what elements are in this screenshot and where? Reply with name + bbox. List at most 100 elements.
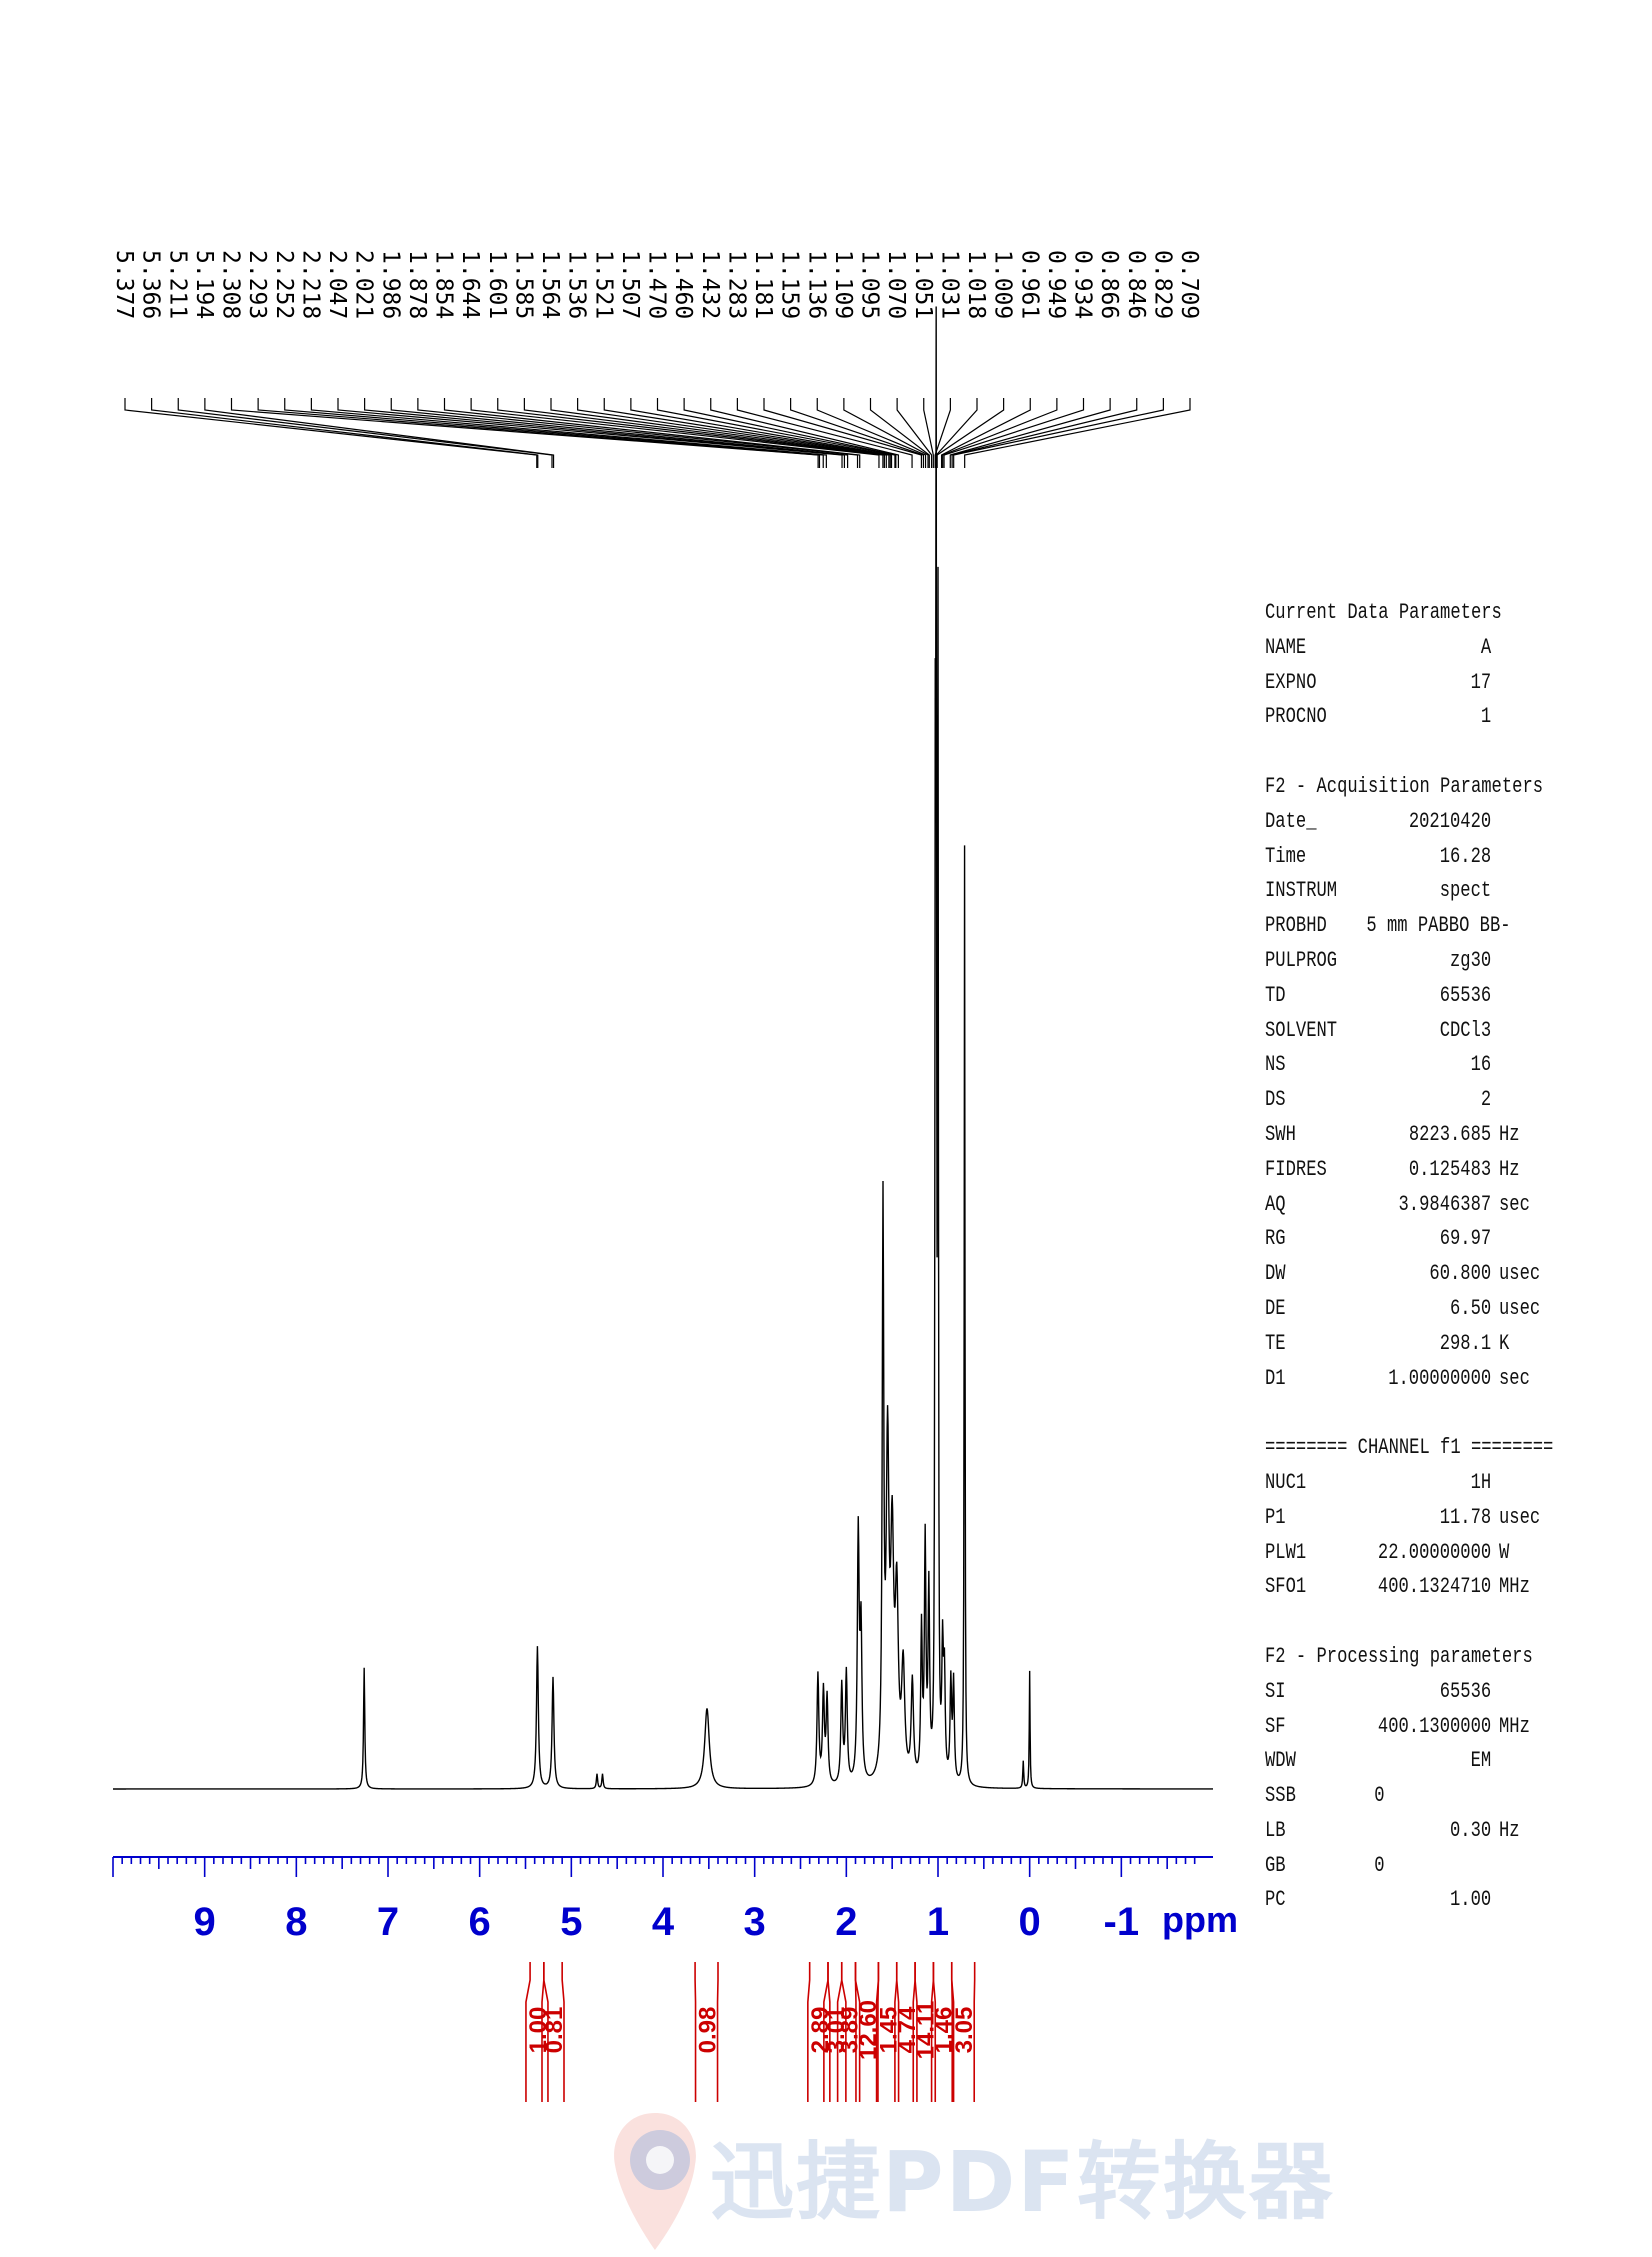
peak-shift-label: 1.460 <box>670 250 696 319</box>
param-row: DW 60.800 usec <box>1265 1257 1561 1292</box>
param-name: SSB <box>1265 1783 1296 1809</box>
param-row: PULPROG zg30 <box>1265 944 1561 979</box>
param-value: 65536 <box>1439 982 1492 1008</box>
param-row: PC 1.00 <box>1265 1883 1561 1918</box>
peak-shift-label: 1.601 <box>484 250 510 319</box>
integral-value-label: 2.89 <box>807 2007 834 2054</box>
integral-value-label: 3.05 <box>951 2007 978 2054</box>
param-row: SOLVENT CDCl3 <box>1265 1014 1561 1049</box>
param-value: 400.1300000 <box>1377 1713 1492 1739</box>
x-axis-tick-labels: 9 8 7 6 5 4 3 2 1 0 -1 <box>194 1900 1140 1944</box>
peak-shift-label: 5.194 <box>191 250 217 319</box>
peak-leader-line <box>417 398 859 468</box>
param-row: SFO1 400.1324710 MHz <box>1265 1570 1561 1605</box>
param-value: 400.1324710 <box>1377 1574 1492 1600</box>
peak-leader-line <box>204 398 555 468</box>
param-section-header: Current Data Parameters <box>1265 600 1502 625</box>
peak-leader-line <box>683 398 897 468</box>
peak-shift-label: 1.585 <box>510 250 536 319</box>
param-name: PC <box>1265 1887 1286 1913</box>
peak-shift-label: 5.377 <box>111 250 137 319</box>
peak-leader-line <box>523 398 885 468</box>
peak-shift-label: 2.308 <box>218 250 244 319</box>
integral-value-label: 1.45 <box>876 2007 903 2054</box>
x-tick-label: 5 <box>560 1900 582 1944</box>
param-row: NAME A <box>1265 631 1561 666</box>
param-row: P1 11.78 usec <box>1265 1501 1561 1536</box>
peak-leader-line <box>943 398 1085 468</box>
param-value: CDCl3 <box>1439 1017 1492 1043</box>
param-row: TE 298.1 K <box>1265 1327 1561 1362</box>
param-name: PROBHD <box>1265 913 1327 939</box>
peak-shift-label: 1.644 <box>457 250 483 319</box>
param-name: GB <box>1265 1852 1286 1878</box>
param-unit: usec <box>1499 1504 1541 1530</box>
peak-shift-label: 1.564 <box>537 250 563 319</box>
peak-leader-line <box>953 398 1164 468</box>
integral-value-label: 3.89 <box>837 2007 864 2054</box>
peak-shift-label: 0.866 <box>1096 250 1122 319</box>
param-value: 0.30 <box>1450 1817 1492 1843</box>
param-name: Date_ <box>1265 808 1317 834</box>
param-name: SI <box>1265 1678 1286 1704</box>
x-axis-unit-label: ppm <box>1162 1899 1238 1940</box>
param-value: 11.78 <box>1439 1504 1492 1530</box>
peak-leader-line <box>151 398 539 468</box>
peak-shift-label: 1.031 <box>936 250 962 319</box>
peak-leader-line <box>497 398 884 468</box>
x-tick-label: 6 <box>469 1900 491 1944</box>
param-name: DE <box>1265 1295 1286 1321</box>
integral-value-label: 0.81 <box>541 2007 568 2054</box>
peak-leader-line <box>923 398 934 468</box>
peak-shift-label: 0.961 <box>1016 250 1042 319</box>
param-value: 1H <box>1470 1469 1492 1495</box>
integral-bracket <box>541 1962 565 2102</box>
spectrum-trace <box>113 306 1213 1790</box>
param-value: 2 <box>1480 1087 1492 1113</box>
param-row: INSTRUM spect <box>1265 874 1561 909</box>
peak-leader-line <box>257 398 821 468</box>
param-name: SF <box>1265 1713 1286 1739</box>
param-row: GB 0 <box>1265 1849 1561 1884</box>
param-name: TE <box>1265 1330 1286 1356</box>
param-unit: sec <box>1499 1365 1530 1391</box>
param-name: PROCNO <box>1265 704 1327 730</box>
integral-bracket <box>950 1962 976 2102</box>
peak-leader-line <box>284 398 824 468</box>
integral-value-label: 1.46 <box>931 2007 958 2054</box>
x-tick-label: 8 <box>285 1900 307 1944</box>
peak-leader-line <box>790 398 925 468</box>
param-value: 3.9846387 <box>1398 1191 1492 1217</box>
peak-shift-label: 1.009 <box>990 250 1016 319</box>
watermark-icon <box>614 2113 696 2250</box>
param-row: PROCNO 1 <box>1265 700 1561 735</box>
integral-bracket <box>694 1962 719 2102</box>
integral-value-label: 0.98 <box>695 2007 722 2054</box>
param-value: 60.800 <box>1429 1261 1492 1287</box>
param-row: SI 65536 <box>1265 1675 1561 1710</box>
param-gap <box>1265 1396 1561 1431</box>
peak-shift-label: 1.986 <box>377 250 403 319</box>
watermark-text: 迅捷PDF转换器 <box>710 2133 1335 2231</box>
param-unit: W <box>1499 1539 1510 1565</box>
peak-leader-line <box>470 398 880 468</box>
param-value: EM <box>1470 1748 1492 1774</box>
param-section-header: F2 - Acquisition Parameters <box>1265 773 1544 799</box>
param-unit: Hz <box>1499 1156 1520 1182</box>
peak-shift-label: 1.095 <box>857 250 883 319</box>
peak-shift-label: 1.854 <box>431 250 457 319</box>
param-value: A <box>1480 634 1492 660</box>
peak-shift-label: 1.536 <box>564 250 590 319</box>
peak-shift-label: 0.949 <box>1043 250 1069 319</box>
peak-leader-line <box>603 398 891 468</box>
param-value: 8223.685 <box>1408 1121 1492 1147</box>
integral-value-label: 3.01 <box>823 2007 850 2054</box>
param-row: Time 16.28 <box>1265 840 1561 875</box>
peak-shift-label: 1.521 <box>590 250 616 319</box>
x-tick-label: 9 <box>194 1900 216 1944</box>
param-row: SSB 0 <box>1265 1779 1561 1814</box>
param-unit: Hz <box>1499 1121 1520 1147</box>
peak-leader-line <box>934 398 951 468</box>
peak-leader-line <box>896 398 933 468</box>
param-name: LB <box>1265 1817 1286 1843</box>
